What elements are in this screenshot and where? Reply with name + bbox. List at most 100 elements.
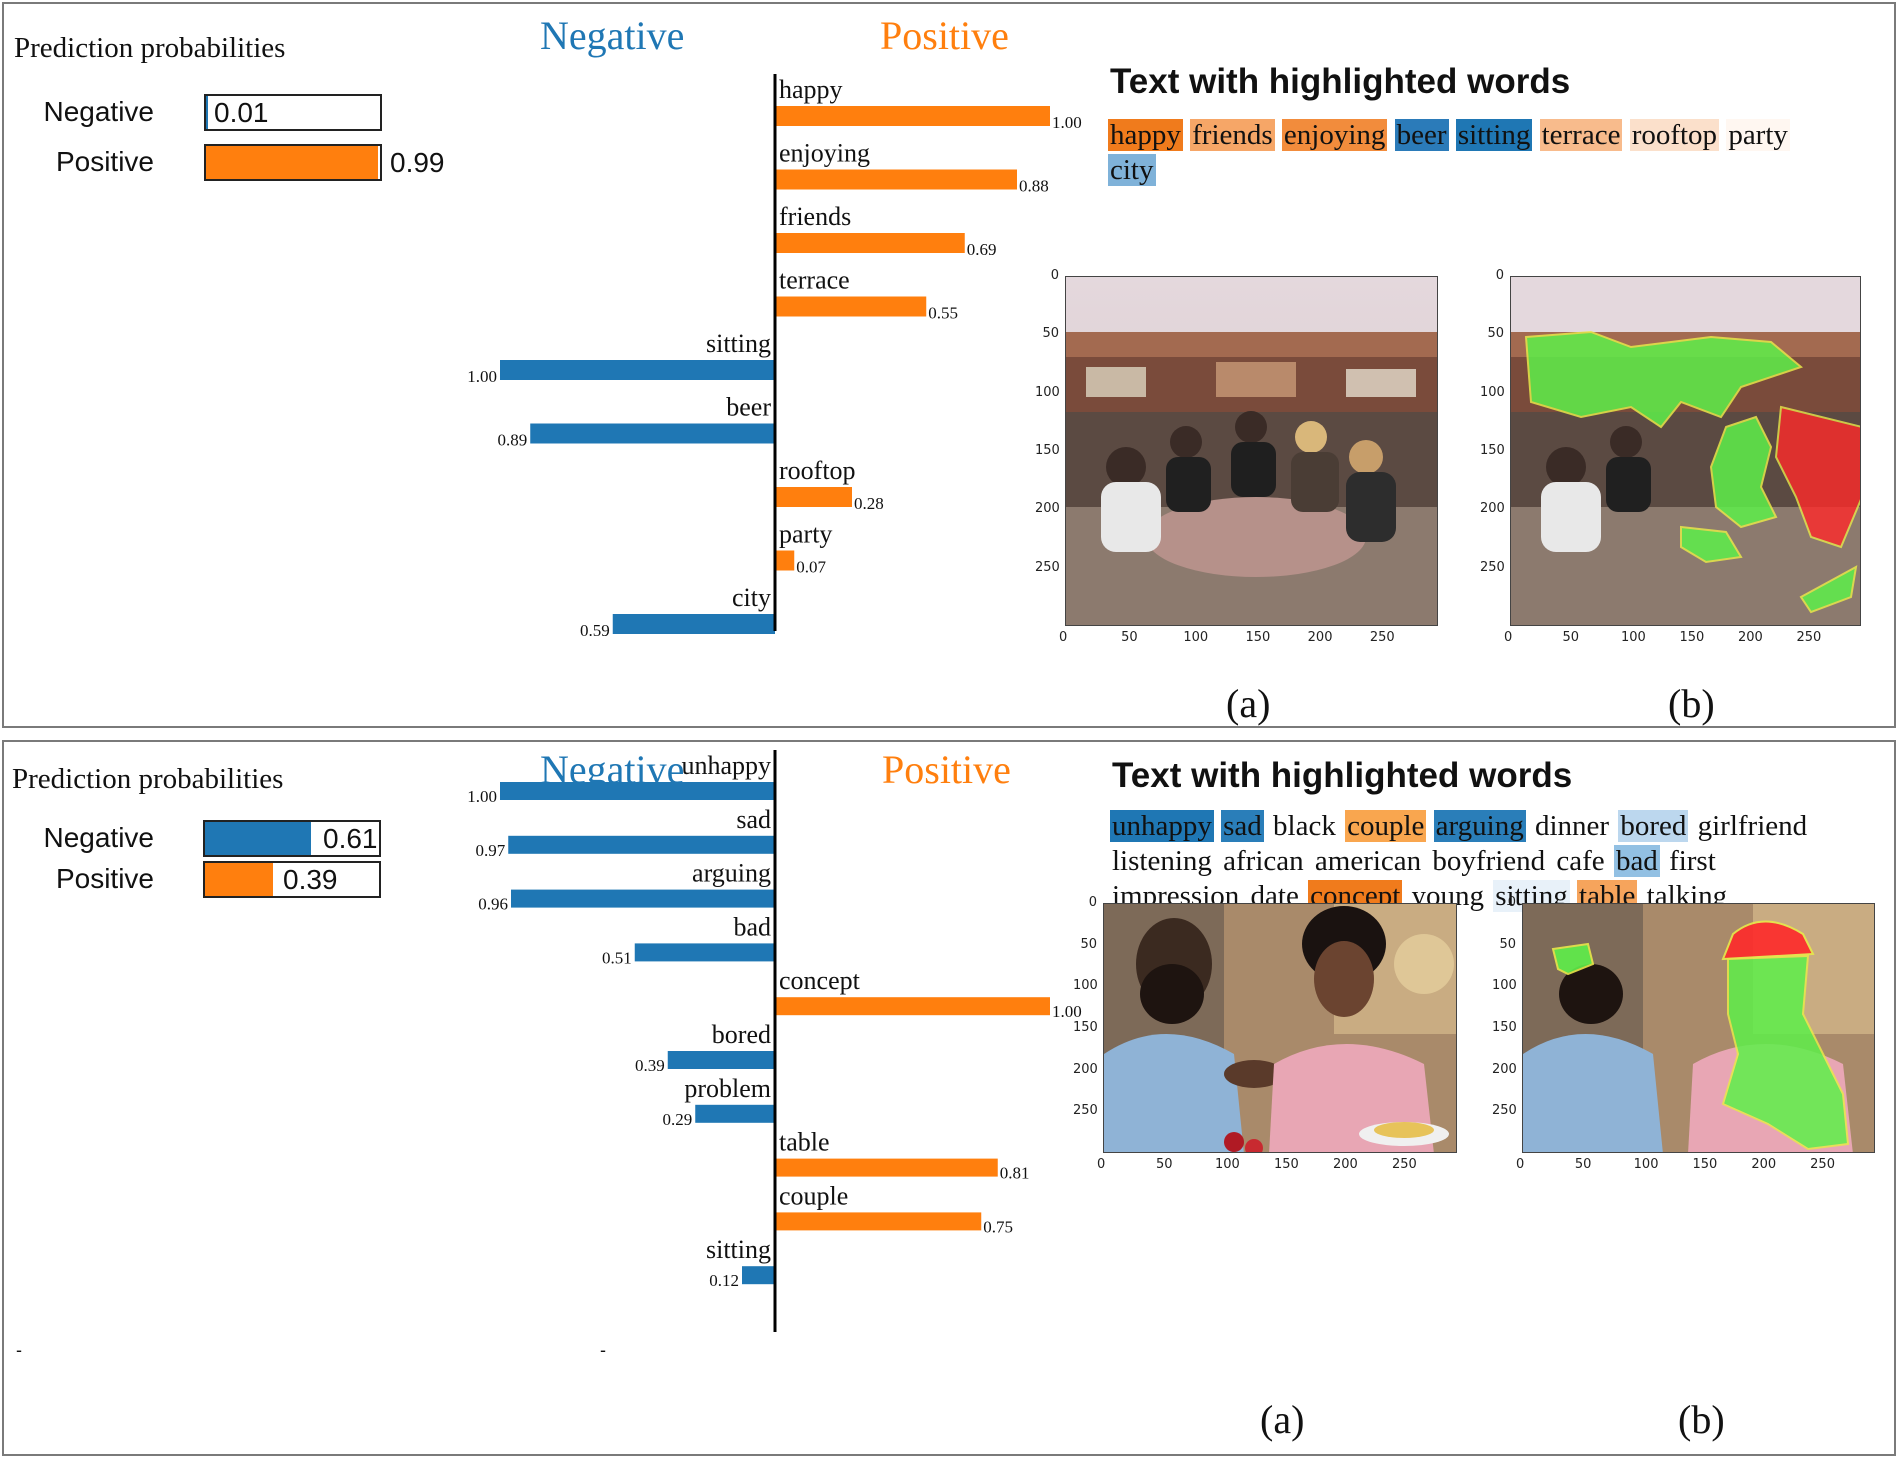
legend-negative: Negative xyxy=(540,13,685,58)
x-tick-label: 200 xyxy=(1738,630,1763,645)
feature-value-label: 0.39 xyxy=(635,1056,665,1075)
y-tick-label: 0 xyxy=(1050,268,1059,283)
feature-value-label: 1.00 xyxy=(467,367,497,386)
x-tick-label: 250 xyxy=(1392,1157,1417,1172)
highlighted-word: rooftop xyxy=(1629,119,1720,151)
rooftop-party-explanation xyxy=(1511,277,1860,625)
prob-fill-positive xyxy=(206,146,379,179)
prob-fill-positive xyxy=(205,863,273,896)
prob-value-positive: 0.39 xyxy=(283,864,338,895)
prob-bar-negative: 0.61 xyxy=(203,820,381,857)
x-tick-label: 0 xyxy=(1504,630,1513,645)
feature-bar xyxy=(775,169,1017,190)
y-tick-label: 50 xyxy=(1080,936,1097,952)
highlighted-word: black xyxy=(1273,810,1336,842)
prediction-probabilities-title: Prediction probabilities xyxy=(14,32,286,64)
feature-label: bad xyxy=(733,912,771,941)
y-tick-label: 150 xyxy=(1480,443,1505,458)
prob-label-positive: Positive xyxy=(55,146,154,177)
x-tick-label: 200 xyxy=(1751,1157,1777,1172)
feature-value-label: 0.89 xyxy=(498,431,528,450)
feature-bar xyxy=(775,550,795,571)
couple-dinner-photo xyxy=(1104,904,1456,1152)
highlighted-word: american xyxy=(1314,845,1422,877)
x-tick-label: 200 xyxy=(1333,1157,1358,1172)
feature-label: terrace xyxy=(779,266,850,295)
feature-value-label: 0.12 xyxy=(709,1271,739,1290)
x-tick-label: 100 xyxy=(1215,1157,1240,1172)
feature-label: table xyxy=(779,1128,830,1157)
highlighted-word: couple xyxy=(1345,810,1427,842)
feature-label: bored xyxy=(712,1020,771,1049)
feature-bar xyxy=(775,233,965,253)
prob-label-negative: Negative xyxy=(43,822,154,853)
image-explanation xyxy=(1510,276,1861,626)
prob-value-positive: 0.99 xyxy=(390,147,445,178)
feature-bar xyxy=(775,487,852,507)
y-tick-label: 0 xyxy=(1495,268,1504,283)
x-tick-label: 200 xyxy=(1307,630,1333,645)
highlighted-word: first xyxy=(1669,845,1716,877)
feature-value-label: 0.29 xyxy=(663,1110,693,1129)
feature-value-label: 1.00 xyxy=(467,787,497,806)
x-tick-label: 250 xyxy=(1810,1157,1835,1172)
highlighted-word: listening xyxy=(1112,845,1212,877)
caption-a: (a) xyxy=(1226,681,1271,726)
highlighted-word: sitting xyxy=(1455,119,1533,151)
y-tick-label: 150 xyxy=(1492,1020,1517,1035)
caption-b: (b) xyxy=(1668,681,1715,726)
x-tick-label: 0 xyxy=(1059,630,1068,645)
feature-bar xyxy=(500,782,775,800)
y-tick-label: 200 xyxy=(1035,501,1060,517)
y-tick-label: 100 xyxy=(1035,384,1060,400)
highlighted-word: bored xyxy=(1618,810,1689,842)
x-tick-label: 150 xyxy=(1692,1157,1718,1172)
prob-value-negative: 0.01 xyxy=(214,97,269,128)
highlighted-word: beer xyxy=(1394,119,1449,151)
feature-bar xyxy=(742,1266,775,1285)
feature-bar xyxy=(775,106,1050,126)
y-tick-label: 50 xyxy=(1499,936,1516,952)
feature-label: problem xyxy=(684,1074,771,1103)
feature-bar xyxy=(667,1051,775,1069)
feature-value-label: 1.00 xyxy=(1052,113,1082,132)
x-tick-label: 250 xyxy=(1369,630,1395,645)
prob-bar-positive: 0.39 xyxy=(203,861,381,898)
y-tick-label: 150 xyxy=(1073,1020,1098,1035)
caption-b: (b) xyxy=(1678,1397,1725,1442)
feature-bar xyxy=(500,360,775,380)
highlighted-word: girlfriend xyxy=(1697,810,1808,842)
caption-a: (a) xyxy=(1260,1397,1305,1442)
highlighted-word: city xyxy=(1108,154,1156,186)
y-tick-label: 0 xyxy=(1507,895,1516,910)
x-tick-label: 50 xyxy=(1574,1157,1592,1172)
feature-value-label: 0.07 xyxy=(796,558,826,577)
y-tick-label: 200 xyxy=(1480,501,1505,517)
prediction-probabilities-title: Prediction probabilities xyxy=(12,763,284,795)
feature-value-label: 0.75 xyxy=(983,1217,1013,1236)
highlighted-word: terrace xyxy=(1539,119,1623,151)
y-tick-label: 150 xyxy=(1035,443,1060,458)
feature-value-label: 1.00 xyxy=(1052,1002,1082,1021)
highlighted-word: sad xyxy=(1221,810,1264,842)
feature-bar xyxy=(775,1212,982,1231)
feature-label: couple xyxy=(779,1181,848,1210)
feature-label: sitting xyxy=(706,1235,771,1264)
stray-mark: - xyxy=(600,1340,606,1360)
feature-value-label: 0.88 xyxy=(1019,177,1049,196)
feature-bar xyxy=(695,1104,775,1123)
rooftop-party-photo xyxy=(1066,277,1437,625)
feature-bar xyxy=(775,1158,998,1177)
feature-label: happy xyxy=(779,75,843,104)
x-tick-label: 250 xyxy=(1796,630,1822,645)
feature-bar xyxy=(775,296,927,317)
highlighted-word: party xyxy=(1726,119,1790,151)
highlighted-word: african xyxy=(1223,845,1304,877)
prob-bar-negative: 0.01 xyxy=(204,94,382,131)
feature-bar xyxy=(508,835,775,854)
legend-positive: Positive xyxy=(882,747,1011,792)
feature-label: sad xyxy=(736,805,771,834)
feature-label: unhappy xyxy=(681,751,771,780)
highlighted-word: unhappy xyxy=(1110,810,1214,842)
image-original xyxy=(1065,276,1438,626)
